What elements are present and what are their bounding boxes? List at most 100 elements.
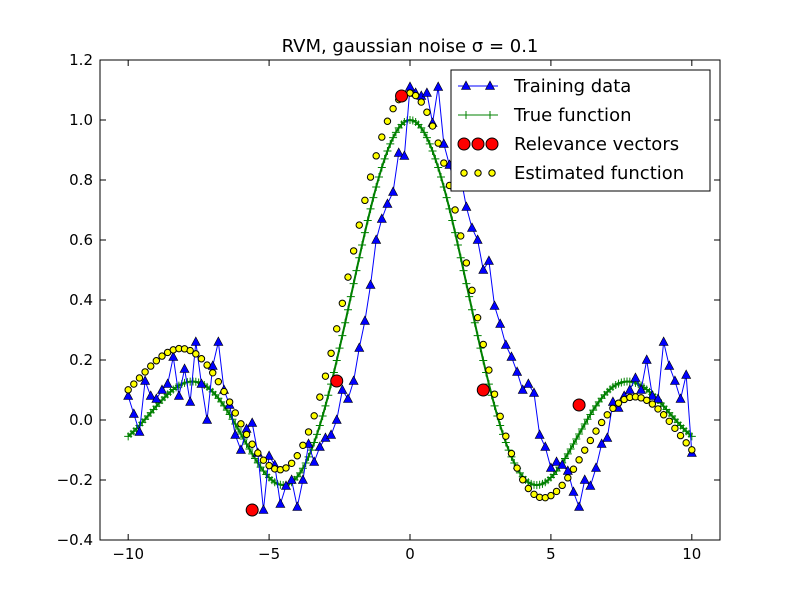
- legend-rv-marker: [471, 137, 485, 151]
- true-function-point: [451, 228, 460, 237]
- estimated-function-point: [524, 484, 533, 493]
- true-function-point: [298, 464, 307, 473]
- training-data-point: [202, 414, 213, 424]
- true-function-point: [332, 356, 341, 365]
- true-function-point: [344, 305, 352, 314]
- legend-training-marker: [461, 80, 471, 90]
- training-data-point: [140, 375, 151, 385]
- true-function-point: [563, 449, 572, 458]
- estimated-function-point: [468, 286, 476, 295]
- estimated-function-point: [665, 417, 673, 425]
- estimated-function-point: [417, 98, 425, 106]
- estimated-function-point: [688, 446, 696, 454]
- training-data-point: [157, 384, 167, 394]
- estimated-function-point: [237, 420, 245, 428]
- training-data-point: [168, 351, 179, 361]
- estimated-function-point: [513, 464, 521, 472]
- training-data-point: [376, 213, 387, 223]
- estimated-function-point: [671, 424, 679, 433]
- estimated-function-point: [564, 474, 572, 482]
- estimated-function-series: [124, 89, 696, 502]
- true-function-point: [431, 154, 440, 163]
- y-tick-label: −0.2: [57, 471, 93, 489]
- estimated-function-point: [643, 396, 651, 404]
- estimated-function-point: [378, 133, 386, 141]
- training-data-point: [540, 441, 551, 451]
- training-data-point: [371, 234, 382, 244]
- estimated-function-point: [502, 432, 510, 440]
- training-data-point: [162, 378, 173, 388]
- estimated-function-point: [479, 340, 487, 349]
- training-data-point: [624, 384, 635, 394]
- training-data-point: [230, 429, 241, 439]
- true-function-point: [437, 172, 445, 181]
- true-function-point: [355, 253, 364, 262]
- true-function-point: [575, 429, 584, 438]
- training-data-point: [331, 414, 342, 424]
- training-data-point: [421, 87, 432, 97]
- training-data-point: [506, 351, 517, 361]
- training-data-point: [145, 390, 156, 400]
- estimated-function-point: [349, 247, 358, 255]
- estimated-function-point: [682, 439, 690, 447]
- relevance-vector-point: [572, 398, 586, 412]
- estimated-function-point: [547, 491, 555, 500]
- estimated-function-point: [586, 436, 595, 445]
- estimated-function-point: [530, 490, 538, 499]
- true-function-point: [349, 279, 358, 288]
- training-data-point: [517, 384, 528, 394]
- true-function-point: [589, 406, 598, 415]
- training-data-point: [264, 450, 275, 460]
- training-data-point: [596, 438, 607, 448]
- estimated-function-point: [592, 427, 600, 435]
- training-data-point: [461, 201, 472, 211]
- x-tick-label: 5: [546, 545, 556, 563]
- true-function-point: [372, 182, 381, 191]
- estimated-function-point: [423, 108, 431, 116]
- training-data-point: [591, 462, 601, 472]
- true-function-point: [428, 146, 437, 155]
- estimated-function-point: [355, 221, 363, 229]
- true-function-point: [453, 241, 462, 249]
- training-data-point: [653, 393, 663, 403]
- training-data-point: [196, 378, 207, 388]
- true-function-point: [586, 410, 595, 419]
- estimated-function-point: [152, 357, 161, 365]
- true-function-point: [572, 435, 581, 444]
- true-function-point: [383, 146, 392, 155]
- legend-rv-label: Relevance vectors: [514, 134, 679, 155]
- true-function-point: [369, 193, 378, 202]
- true-function-point: [358, 241, 367, 249]
- estimated-function-point: [203, 361, 211, 369]
- estimated-function-point: [338, 299, 347, 307]
- estimated-function-point: [259, 456, 268, 464]
- training-data-point: [630, 372, 641, 382]
- true-function-point: [442, 193, 451, 202]
- training-data-point: [173, 390, 184, 400]
- training-data-point: [472, 234, 483, 244]
- legend-rv-marker: [457, 137, 471, 151]
- true-function-point: [569, 440, 578, 449]
- y-tick-label: 0.0: [69, 411, 93, 429]
- estimated-function-point: [569, 465, 578, 473]
- estimated-function-point: [282, 464, 290, 472]
- plot-layer: [123, 81, 697, 517]
- training-data-point: [292, 501, 303, 511]
- training-data-point: [523, 378, 534, 388]
- true-function-point: [234, 424, 243, 433]
- true-function-point: [417, 123, 426, 132]
- training-data-point: [495, 318, 506, 328]
- estimated-function-point: [248, 440, 256, 448]
- estimated-function-point: [287, 459, 296, 467]
- true-function-point: [490, 401, 499, 410]
- training-data-point: [568, 486, 579, 496]
- true-function-point: [583, 415, 592, 424]
- plot-area: [123, 81, 697, 517]
- training-data-point: [529, 387, 539, 397]
- estimated-function-point: [327, 349, 335, 357]
- x-tick-label: −5: [258, 545, 280, 563]
- true-function-point: [468, 305, 476, 314]
- training-data-point: [337, 384, 348, 394]
- legend-true-label: True function: [513, 105, 631, 126]
- training-data-point: [275, 498, 286, 508]
